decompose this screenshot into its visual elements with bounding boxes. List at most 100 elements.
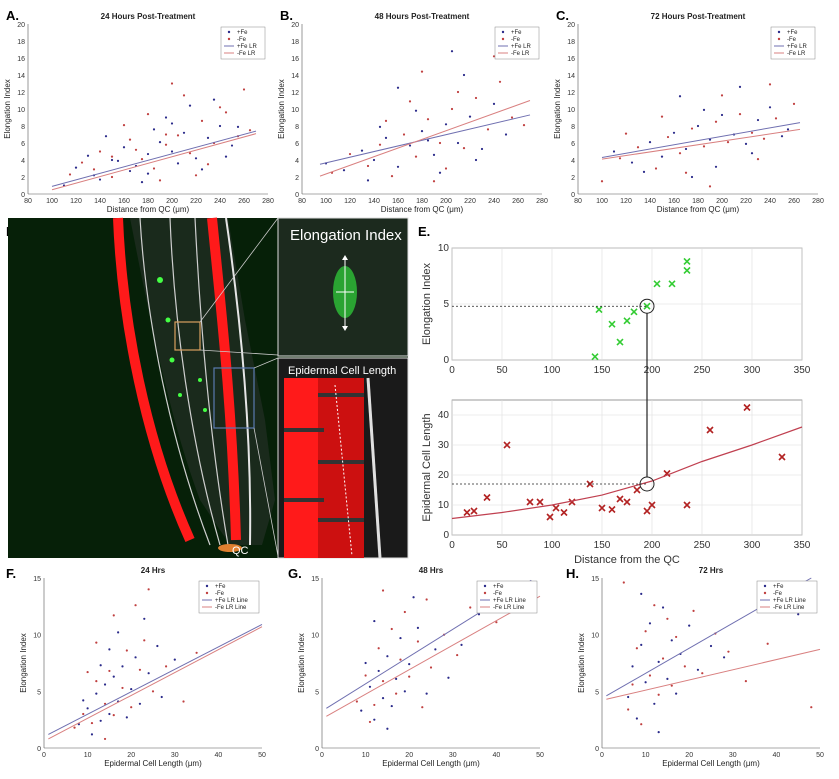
data-point <box>738 113 742 116</box>
data-point <box>706 426 714 434</box>
data-point <box>608 505 616 514</box>
e-connector <box>452 298 655 492</box>
y-tick-label: 6 <box>295 141 299 148</box>
legend-label: -Fe <box>237 37 247 43</box>
data-point <box>182 94 186 97</box>
data-point <box>160 695 163 699</box>
data-point <box>364 661 367 665</box>
x-tick-label: 140 <box>94 198 106 205</box>
data-point <box>470 507 478 515</box>
data-point <box>360 709 363 712</box>
x-tick-label: 280 <box>812 198 824 205</box>
data-point <box>678 95 682 98</box>
data-point <box>95 692 98 695</box>
legend-marker <box>205 591 209 595</box>
y-tick-label: 20 <box>291 22 299 29</box>
x-tick-label: 160 <box>668 198 680 205</box>
y-tick-label: 10 <box>438 500 450 511</box>
y-tick-label: 10 <box>17 107 25 114</box>
legend-marker <box>227 30 231 34</box>
x-tick-label: 180 <box>416 198 428 205</box>
x-tick-label: 200 <box>644 365 661 376</box>
y-tick-label: 10 <box>567 107 575 114</box>
legend-label: -Fe <box>787 37 797 43</box>
data-point <box>408 144 412 147</box>
y-tick-label: 6 <box>21 141 25 148</box>
y-tick-label: 5 <box>443 299 449 310</box>
data-point <box>86 154 90 157</box>
data-point <box>117 631 120 634</box>
data-point <box>125 649 128 652</box>
data-point <box>381 680 385 683</box>
legend-label: -Fe LR Line <box>215 605 247 611</box>
data-point <box>688 624 691 627</box>
data-point <box>425 598 428 601</box>
x-tick-label: 180 <box>142 198 154 205</box>
data-point <box>381 697 385 700</box>
qc-label: QC <box>232 545 249 557</box>
zoom-connector <box>199 349 279 356</box>
y-tick-label: 0 <box>21 192 25 199</box>
chart-title: 48 Hrs <box>419 566 444 575</box>
legend-marker <box>777 37 781 41</box>
data-point <box>657 731 660 734</box>
data-point <box>526 498 534 506</box>
legend-label: +Fe LR Line <box>215 598 249 604</box>
y-axis-label: Elongation Index <box>577 633 586 693</box>
data-point <box>438 171 442 174</box>
data-point <box>143 617 146 620</box>
data-point <box>438 141 442 145</box>
chart-title: 72 Hrs <box>699 566 724 575</box>
data-point <box>425 692 428 695</box>
data-point <box>170 150 174 153</box>
data-point <box>152 128 156 131</box>
x-tick-label: 260 <box>788 198 800 205</box>
chart-e-cell-length: 0 50 100 150 200 250 300 350 0 10 20 30 40 Distance f… <box>421 399 811 566</box>
data-point <box>690 175 694 179</box>
y-tick-label: 6 <box>571 141 575 148</box>
data-point <box>182 131 186 134</box>
data-point <box>432 180 436 183</box>
data-point <box>492 102 496 105</box>
x-tick-label: 220 <box>740 198 752 205</box>
data-point <box>194 174 198 177</box>
y-tick-label: 10 <box>438 243 450 254</box>
data-point <box>684 147 688 151</box>
data-point <box>708 185 712 188</box>
data-point <box>122 124 126 127</box>
data-point <box>661 606 665 609</box>
x-tick-label: 10 <box>362 752 370 759</box>
x-tick-label: 20 <box>127 752 135 759</box>
legend-label: +Fe <box>511 30 522 36</box>
data-point <box>696 668 700 671</box>
root-inner-line-2 <box>169 217 221 546</box>
data-point <box>653 702 656 705</box>
data-point <box>98 178 102 181</box>
data-point <box>670 684 673 687</box>
data-point <box>414 155 418 158</box>
data-point <box>426 139 430 142</box>
legend-label: +Fe <box>773 584 784 590</box>
y-tick-label: 4 <box>21 158 25 165</box>
zoom-connector <box>253 427 279 557</box>
data-point <box>727 650 730 653</box>
data-point <box>364 674 367 677</box>
data-point <box>408 100 412 103</box>
data-point <box>134 656 137 659</box>
root-inner-line-3 <box>194 217 229 546</box>
x-tick-label: 50 <box>496 365 508 376</box>
data-point <box>224 111 228 114</box>
data-point <box>661 657 665 660</box>
data-point <box>595 306 603 314</box>
data-point <box>774 117 778 120</box>
chart-title: 24 Hours Post-Treatment <box>101 12 196 21</box>
x-tick-label: 280 <box>262 198 274 205</box>
x-tick-label: 240 <box>214 198 226 205</box>
data-point <box>74 166 78 169</box>
data-point <box>444 123 448 126</box>
x-tick-label: 300 <box>744 540 761 551</box>
y-tick-label: 15 <box>591 576 599 583</box>
data-point <box>90 721 94 725</box>
data-point <box>766 642 769 645</box>
data-point <box>778 453 786 461</box>
